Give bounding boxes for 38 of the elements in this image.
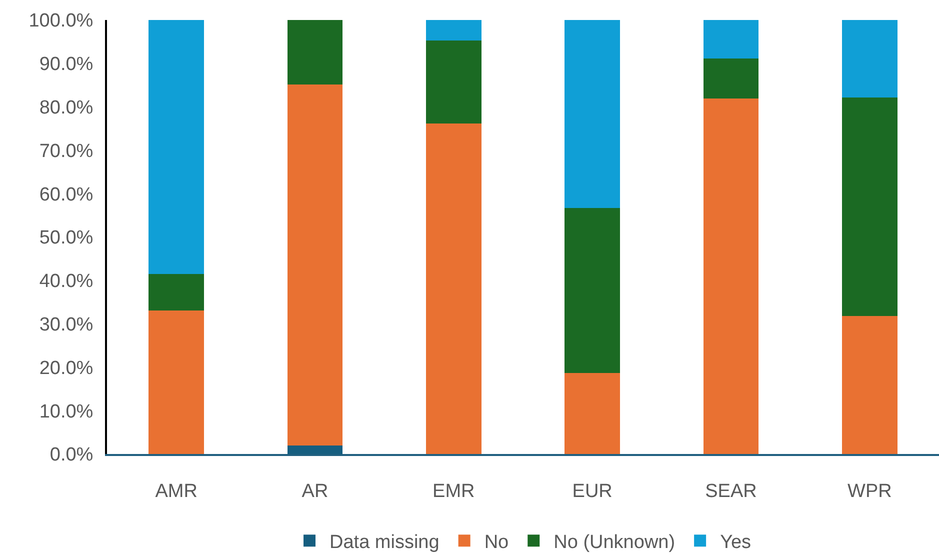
- bar: [148, 20, 204, 274]
- bar: [842, 20, 898, 98]
- bar: [287, 20, 343, 85]
- x-tick-label: EMR: [432, 480, 475, 502]
- legend-label: No (Unknown): [554, 532, 676, 554]
- legend-label: Data missing: [330, 532, 440, 554]
- bar: [148, 310, 204, 454]
- y-tick-label: 30.0%: [39, 314, 94, 336]
- bar: [148, 274, 204, 310]
- y-tick-label: 90.0%: [39, 54, 94, 76]
- y-tick-label: 80.0%: [39, 97, 94, 118]
- legend-label: Yes: [720, 532, 752, 554]
- bar: [426, 20, 482, 40]
- x-tick-label: EUR: [572, 480, 612, 502]
- bar: [426, 40, 482, 124]
- y-tick-label: 40.0%: [39, 271, 94, 292]
- bar: [703, 58, 759, 99]
- bar: [703, 98, 759, 454]
- bar: [564, 20, 620, 208]
- y-tick-label: 50.0%: [39, 228, 94, 249]
- y-tick-label: 100.0%: [28, 10, 94, 32]
- y-tick-label: 0.0%: [50, 444, 94, 466]
- y-tick-label: 70.0%: [39, 140, 94, 162]
- bar: [842, 98, 898, 316]
- y-tick-label: 20.0%: [39, 358, 94, 379]
- x-tick-label: SEAR: [705, 480, 757, 502]
- bar: [426, 124, 482, 454]
- bar: [564, 372, 620, 454]
- legend-label: No: [484, 532, 509, 554]
- x-tick-label: AR: [302, 480, 328, 502]
- bar: [287, 84, 343, 446]
- x-tick-label: WPR: [848, 480, 892, 502]
- y-tick-label: 60.0%: [39, 184, 94, 206]
- x-tick-label: AMR: [155, 480, 198, 502]
- y-tick-label: 10.0%: [39, 401, 94, 422]
- bar: [703, 20, 759, 59]
- bar: [842, 316, 898, 454]
- bar: [564, 208, 620, 373]
